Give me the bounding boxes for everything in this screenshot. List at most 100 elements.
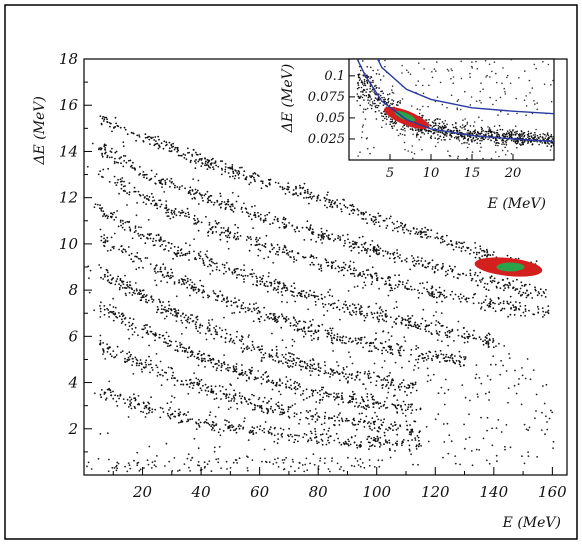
- scatter-point: [311, 370, 313, 372]
- scatter-point: [264, 372, 267, 374]
- scatter-point: [174, 146, 177, 149]
- scatter-point: [168, 180, 171, 182]
- scatter-point: [165, 245, 167, 247]
- scatter-point: [263, 245, 266, 248]
- scatter-point: [122, 185, 125, 188]
- scatter-point: [448, 335, 451, 338]
- scatter-point: [198, 391, 201, 394]
- scatter-point: [463, 333, 466, 335]
- scatter-point: [461, 242, 464, 245]
- scatter-point: [398, 274, 400, 277]
- scatter-point: [277, 288, 279, 291]
- scatter-point: [264, 421, 267, 423]
- scatter-point: [132, 360, 135, 363]
- scatter-point: [227, 247, 230, 250]
- scatter-point: [462, 245, 465, 248]
- scatter-point: [180, 319, 183, 322]
- scatter-point: [212, 168, 215, 171]
- scatter-point: [263, 356, 265, 359]
- scatter-point: [331, 267, 333, 270]
- inset-point: [374, 105, 377, 107]
- scatter-point: [374, 347, 376, 349]
- scatter-point: [311, 415, 314, 417]
- scatter-point: [106, 121, 108, 123]
- scatter-point: [405, 260, 408, 263]
- scatter-point: [250, 175, 253, 178]
- scatter-point: [218, 327, 221, 329]
- scatter-point: [252, 433, 255, 436]
- scatter-point: [263, 306, 265, 309]
- scatter-point: [172, 142, 175, 145]
- scatter-point: [209, 228, 212, 230]
- scatter-point: [161, 186, 163, 189]
- scatter-point: [261, 244, 264, 247]
- scatter-point: [229, 167, 232, 170]
- scatter-point: [303, 360, 306, 363]
- scatter-point: [412, 227, 415, 229]
- scatter-point: [193, 238, 196, 241]
- scatter-point: [118, 192, 120, 195]
- scatter-point: [300, 394, 302, 396]
- scatter-point: [372, 420, 375, 423]
- scatter-point: [119, 395, 122, 397]
- scatter-point: [226, 305, 228, 308]
- scatter-point: [421, 292, 424, 295]
- scatter-point: [389, 427, 392, 430]
- scatter-point: [445, 356, 447, 358]
- scatter-point: [386, 384, 388, 386]
- scatter-point: [108, 281, 111, 284]
- scatter-point: [189, 418, 192, 421]
- scatter-point: [452, 276, 455, 278]
- scatter-point: [318, 268, 321, 271]
- scatter-point: [100, 122, 103, 125]
- scatter-point: [331, 342, 334, 345]
- scatter-point: [464, 249, 467, 252]
- scatter-point: [329, 368, 332, 370]
- scatter-point: [238, 339, 241, 342]
- scatter-point: [347, 238, 349, 241]
- scatter-point: [115, 216, 117, 219]
- scatter-point: [231, 398, 233, 400]
- scatter-point: [205, 419, 208, 421]
- scatter-point: [169, 407, 172, 409]
- scatter-point: [257, 239, 259, 242]
- scatter-point: [417, 289, 419, 292]
- scatter-point: [279, 411, 282, 413]
- scatter-point: [285, 346, 287, 349]
- inset-point: [513, 133, 515, 136]
- scatter-point: [402, 226, 404, 229]
- inset-point: [379, 79, 382, 81]
- scatter-point: [144, 295, 147, 298]
- scatter-point: [124, 128, 127, 131]
- scatter-point: [292, 324, 295, 327]
- scatter-point: [375, 332, 377, 335]
- inset-point: [502, 141, 504, 144]
- scatter-point: [207, 159, 210, 162]
- scatter-point: [262, 378, 265, 381]
- y-tick-label: 18: [59, 50, 78, 68]
- scatter-point: [206, 387, 208, 389]
- scatter-point: [226, 240, 229, 243]
- scatter-point: [217, 461, 220, 464]
- scatter-point: [257, 377, 259, 379]
- scatter-point: [428, 293, 430, 295]
- scatter-point: [182, 346, 184, 349]
- scatter-point: [327, 303, 330, 305]
- scatter-point: [195, 321, 198, 324]
- scatter-point: [143, 196, 146, 199]
- scatter-point: [473, 329, 475, 332]
- scatter-point: [298, 364, 301, 367]
- scatter-point: [411, 431, 414, 433]
- inset-point: [459, 131, 461, 134]
- scatter-point: [292, 256, 295, 258]
- scatter-point: [187, 453, 190, 456]
- scatter-point: [98, 264, 101, 266]
- scatter-point: [208, 329, 211, 332]
- scatter-point: [464, 298, 467, 301]
- scatter-point: [408, 431, 411, 433]
- scatter-point: [155, 272, 157, 274]
- scatter-point: [169, 217, 172, 220]
- scatter-point: [186, 147, 189, 150]
- scatter-point: [124, 185, 126, 187]
